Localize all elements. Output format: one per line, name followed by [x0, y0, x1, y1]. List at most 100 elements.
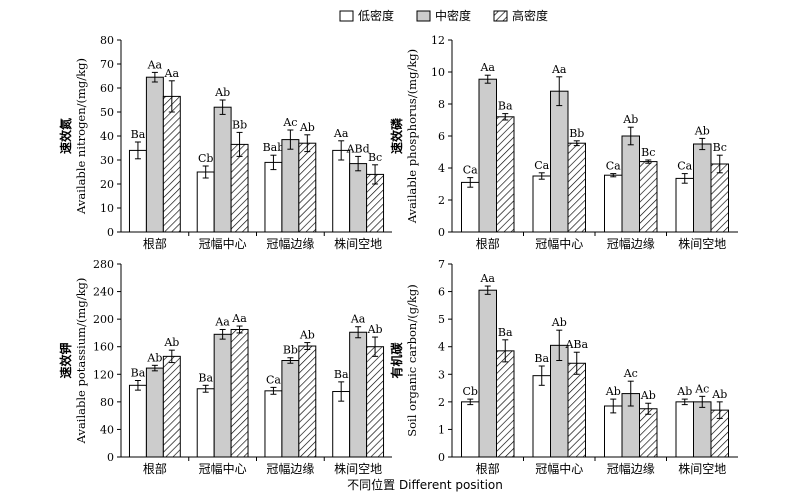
x-tick-label: 冠幅边缘	[607, 236, 655, 251]
significance-label: ABa	[564, 338, 588, 351]
y-tick-label: 10	[100, 202, 114, 215]
significance-label: Ab	[551, 316, 567, 329]
x-tick-label: 冠幅中心	[199, 236, 247, 251]
x-tick-label: 冠幅边缘	[266, 236, 314, 251]
common-x-axis-label: 不同位置 Different position	[347, 477, 503, 492]
significance-label: Ab	[163, 336, 179, 349]
y-tick-label: 70	[100, 58, 114, 71]
y-tick-label: 30	[100, 154, 114, 167]
bar-high	[298, 142, 317, 233]
y-tick-label: 40	[100, 130, 114, 143]
bar-mid	[693, 401, 712, 458]
y-tick-label: 200	[93, 313, 114, 326]
y-tick-label: 2	[438, 396, 445, 409]
bar-high	[639, 161, 658, 233]
bar-low	[128, 384, 147, 458]
bar-low	[264, 390, 283, 458]
significance-label: Ca	[677, 160, 692, 173]
bar-low	[332, 149, 351, 233]
x-tick-label: 冠幅中心	[535, 461, 583, 476]
y-tick-label: 12	[431, 34, 445, 47]
significance-label: Bc	[368, 151, 382, 164]
significance-label: Ab	[146, 351, 162, 364]
significance-label: Aa	[214, 315, 230, 328]
y-tick-label: 80	[100, 396, 114, 409]
x-tick-label: 根部	[476, 461, 500, 476]
legend-label-2: 高密度	[512, 8, 548, 23]
panel-1: 0 2 4 6 8 10 12 速效磷 Available phosphorus/(mg/kg)…	[389, 34, 738, 251]
bar-high	[496, 350, 515, 458]
y-tick-label: 40	[100, 423, 114, 436]
bar-mid	[478, 289, 497, 458]
x-tick-label: 冠幅边缘	[266, 461, 314, 476]
significance-label: Ab	[214, 86, 230, 99]
bar-high	[162, 95, 181, 233]
significance-label: Ab	[299, 121, 315, 134]
significance-label: Cb	[463, 385, 478, 398]
y-axis-label-en: Available phosphorus/(mg/kg)	[405, 49, 419, 224]
x-tick-label: 株间空地	[678, 236, 726, 251]
y-tick-label: 5	[438, 313, 445, 326]
significance-label: Ba	[498, 100, 513, 113]
y-tick-label: 6	[438, 130, 445, 143]
bar-high	[230, 328, 249, 458]
legend-swatch-1	[416, 10, 431, 22]
bar-low	[675, 401, 694, 458]
significance-label: Ba	[131, 366, 146, 379]
y-axis-label-en: Available potassium/(mg/kg)	[74, 278, 88, 445]
y-axis-label-cn: 速效磷	[389, 117, 404, 154]
significance-label: Ab	[367, 323, 383, 336]
x-tick-label: 株间空地	[334, 461, 382, 476]
significance-label: Bb	[569, 127, 584, 140]
significance-label: Bab	[263, 141, 285, 154]
significance-label: Ca	[463, 164, 478, 177]
bar-low	[532, 175, 551, 233]
y-tick-label: 0	[438, 226, 445, 239]
bar-low	[264, 161, 283, 233]
significance-label: Bc	[641, 146, 655, 159]
y-tick-label: 10	[431, 66, 445, 79]
significance-label: Bb	[232, 118, 247, 131]
y-tick-label: 3	[438, 368, 445, 381]
bar-mid	[693, 143, 712, 233]
y-tick-label: 0	[438, 451, 445, 464]
bar-low	[461, 181, 480, 233]
x-tick-label: 根部	[143, 236, 167, 251]
x-tick-label: 冠幅边缘	[607, 461, 655, 476]
y-tick-label: 20	[100, 178, 114, 191]
significance-label: Aa	[164, 67, 180, 80]
legend-label-0: 低密度	[358, 8, 394, 23]
significance-label: Ab	[605, 385, 621, 398]
y-tick-label: 60	[100, 82, 114, 95]
significance-label: Ba	[498, 326, 513, 339]
x-tick-label: 冠幅中心	[199, 461, 247, 476]
significance-label: Bb	[283, 344, 298, 357]
significance-label: Aa	[479, 272, 495, 285]
y-axis-label-cn: 有机碳	[389, 342, 404, 379]
bar-high	[496, 116, 515, 233]
bar-mid	[281, 360, 300, 458]
bar-high	[710, 163, 729, 233]
y-tick-label: 7	[438, 258, 445, 271]
y-tick-label: 160	[93, 341, 114, 354]
y-axis-label-en: Available nitrogen/(mg/kg)	[74, 58, 88, 215]
significance-label: Bc	[713, 141, 727, 154]
bar-mid	[550, 90, 569, 233]
bar-high	[639, 408, 658, 458]
legend-swatch-0	[339, 10, 354, 22]
bar-high	[366, 346, 385, 458]
significance-label: Ab	[711, 388, 727, 401]
y-tick-label: 280	[93, 258, 114, 271]
legend-label-1: 中密度	[435, 8, 471, 23]
y-tick-label: 6	[438, 286, 445, 299]
panel-2: 0 40 80 120 160 200 240 280 速效钾 Available potassi…	[58, 258, 392, 476]
bar-mid	[349, 163, 368, 233]
bar-low	[461, 401, 480, 458]
bar-mid	[550, 344, 569, 458]
y-tick-label: 1	[438, 423, 445, 436]
significance-label: Ca	[606, 160, 621, 173]
bar-mid	[478, 78, 497, 233]
significance-label: Ba	[334, 368, 349, 381]
bar-high	[567, 362, 586, 458]
